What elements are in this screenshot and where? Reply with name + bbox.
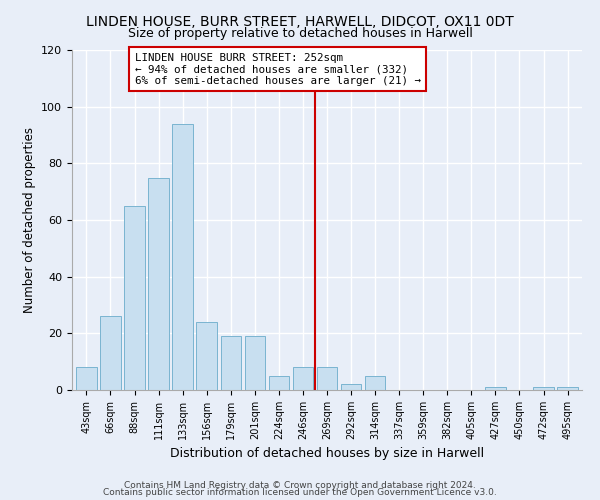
Text: Size of property relative to detached houses in Harwell: Size of property relative to detached ho… <box>128 28 472 40</box>
Bar <box>196 322 217 390</box>
Text: Contains HM Land Registry data © Crown copyright and database right 2024.: Contains HM Land Registry data © Crown c… <box>124 480 476 490</box>
Bar <box>341 384 361 390</box>
Bar <box>293 368 313 390</box>
Bar <box>245 336 265 390</box>
Text: Contains public sector information licensed under the Open Government Licence v3: Contains public sector information licen… <box>103 488 497 497</box>
Bar <box>124 206 145 390</box>
Text: LINDEN HOUSE BURR STREET: 252sqm
← 94% of detached houses are smaller (332)
6% o: LINDEN HOUSE BURR STREET: 252sqm ← 94% o… <box>134 53 421 86</box>
Bar <box>269 376 289 390</box>
Bar <box>557 387 578 390</box>
X-axis label: Distribution of detached houses by size in Harwell: Distribution of detached houses by size … <box>170 448 484 460</box>
Y-axis label: Number of detached properties: Number of detached properties <box>23 127 35 313</box>
Bar <box>100 316 121 390</box>
Bar <box>221 336 241 390</box>
Bar <box>76 368 97 390</box>
Bar <box>533 387 554 390</box>
Bar <box>365 376 385 390</box>
Bar <box>317 368 337 390</box>
Bar <box>485 387 506 390</box>
Bar <box>172 124 193 390</box>
Text: LINDEN HOUSE, BURR STREET, HARWELL, DIDCOT, OX11 0DT: LINDEN HOUSE, BURR STREET, HARWELL, DIDC… <box>86 15 514 29</box>
Bar <box>148 178 169 390</box>
